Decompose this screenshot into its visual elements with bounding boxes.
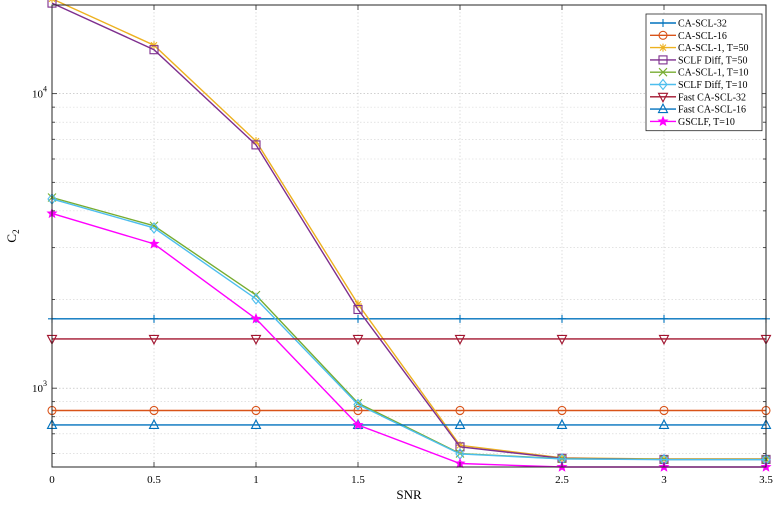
data-point bbox=[148, 238, 160, 249]
legend-label: SCLF Diff, T=10 bbox=[678, 80, 747, 91]
data-point bbox=[353, 405, 363, 416]
data-point bbox=[149, 405, 159, 416]
data-point bbox=[353, 398, 363, 411]
data-point bbox=[148, 418, 160, 430]
legend-entry: CA-SCL-1, T=50 bbox=[650, 43, 748, 54]
legend-label: CA-SCL-16 bbox=[678, 31, 727, 42]
data-point bbox=[659, 405, 669, 416]
series-line bbox=[51, 198, 766, 461]
data-point bbox=[353, 304, 363, 315]
y-tick-label: 104 bbox=[32, 85, 47, 101]
data-point bbox=[556, 418, 568, 430]
series-line bbox=[51, 196, 766, 461]
x-tick-label: 3 bbox=[661, 474, 667, 486]
legend-label: GSCLF, T=10 bbox=[678, 117, 735, 128]
data-point bbox=[250, 334, 262, 346]
data-point bbox=[456, 441, 464, 450]
legend-label: Fast CA-SCL-16 bbox=[678, 105, 746, 116]
x-tick-label: 2 bbox=[457, 474, 463, 486]
data-point bbox=[658, 418, 670, 430]
legend-entry: Fast CA-SCL-16 bbox=[650, 102, 746, 116]
data-point bbox=[250, 418, 262, 430]
legend-label: Fast CA-SCL-32 bbox=[678, 92, 746, 103]
y-tick-label-exponent: 3 bbox=[43, 379, 47, 388]
series-ca-scl-16 bbox=[47, 405, 771, 416]
data-point bbox=[354, 314, 362, 323]
y-axis-label: C2 bbox=[4, 229, 21, 242]
series-ca-scl-1-t-10 bbox=[47, 193, 771, 464]
legend-marker bbox=[659, 19, 667, 27]
x-axis-label: SNR bbox=[396, 487, 422, 502]
data-point bbox=[455, 442, 465, 452]
data-point bbox=[251, 293, 261, 305]
y-tick-label-exponent: 4 bbox=[43, 85, 47, 94]
y-tick-label-base: 10 bbox=[32, 383, 44, 395]
x-tick-label: 3.5 bbox=[759, 474, 773, 486]
data-point bbox=[149, 45, 159, 55]
series-ca-scl-32 bbox=[48, 314, 770, 323]
legend-entry: CA-SCL-1, T=10 bbox=[650, 68, 748, 79]
legend-marker bbox=[657, 115, 669, 127]
data-point bbox=[150, 314, 158, 323]
legend-entry: SCLF Diff, T=50 bbox=[650, 55, 747, 66]
legend-entry: SCLF Diff, T=10 bbox=[650, 78, 747, 91]
data-point bbox=[250, 313, 262, 324]
legend-marker bbox=[658, 67, 668, 77]
y-tick-label-base: 10 bbox=[32, 89, 44, 101]
legend-label: CA-SCL-1, T=50 bbox=[678, 43, 748, 54]
legend-entry: CA-SCL-16 bbox=[650, 30, 727, 42]
legend-entry: CA-SCL-32 bbox=[650, 19, 727, 30]
axes-box bbox=[51, 4, 767, 468]
data-point bbox=[454, 334, 466, 346]
legend-marker bbox=[657, 92, 669, 103]
data-point bbox=[352, 334, 364, 346]
series-fast-ca-scl-16 bbox=[46, 418, 772, 430]
data-point bbox=[557, 405, 567, 416]
data-point bbox=[658, 334, 670, 346]
data-point bbox=[251, 405, 261, 416]
x-tick-label: 1.5 bbox=[351, 474, 365, 486]
legend-entry: Fast CA-SCL-32 bbox=[650, 92, 746, 103]
data-point bbox=[149, 222, 159, 234]
data-point bbox=[148, 334, 160, 346]
data-point bbox=[456, 314, 464, 323]
legend-entry: GSCLF, T=10 bbox=[650, 115, 735, 128]
legend-marker bbox=[659, 43, 667, 52]
legend-label: SCLF Diff, T=50 bbox=[678, 55, 747, 66]
x-tick-label: 1 bbox=[253, 474, 259, 486]
data-point bbox=[660, 314, 668, 323]
legend-marker bbox=[657, 102, 669, 114]
series-fast-ca-scl-32 bbox=[46, 334, 772, 346]
data-point bbox=[149, 221, 159, 231]
data-point bbox=[455, 405, 465, 416]
data-point bbox=[354, 300, 362, 309]
x-tick-label: 2.5 bbox=[555, 474, 569, 486]
data-point bbox=[556, 334, 568, 346]
data-point bbox=[352, 419, 364, 430]
data-point bbox=[454, 418, 466, 430]
data-point bbox=[251, 140, 261, 150]
legend-marker bbox=[658, 30, 668, 40]
legend-label: CA-SCL-1, T=10 bbox=[678, 68, 748, 79]
y-axis-label-main: C bbox=[4, 234, 19, 243]
x-tick-label: 0 bbox=[49, 474, 55, 486]
data-point bbox=[558, 314, 566, 323]
legend-label: CA-SCL-32 bbox=[678, 19, 727, 30]
x-tick-label: 0.5 bbox=[147, 474, 161, 486]
y-axis-label-subscript: 2 bbox=[11, 229, 21, 234]
legend-marker bbox=[658, 55, 668, 65]
y-tick-label: 103 bbox=[32, 379, 47, 395]
legend-marker bbox=[658, 78, 668, 91]
